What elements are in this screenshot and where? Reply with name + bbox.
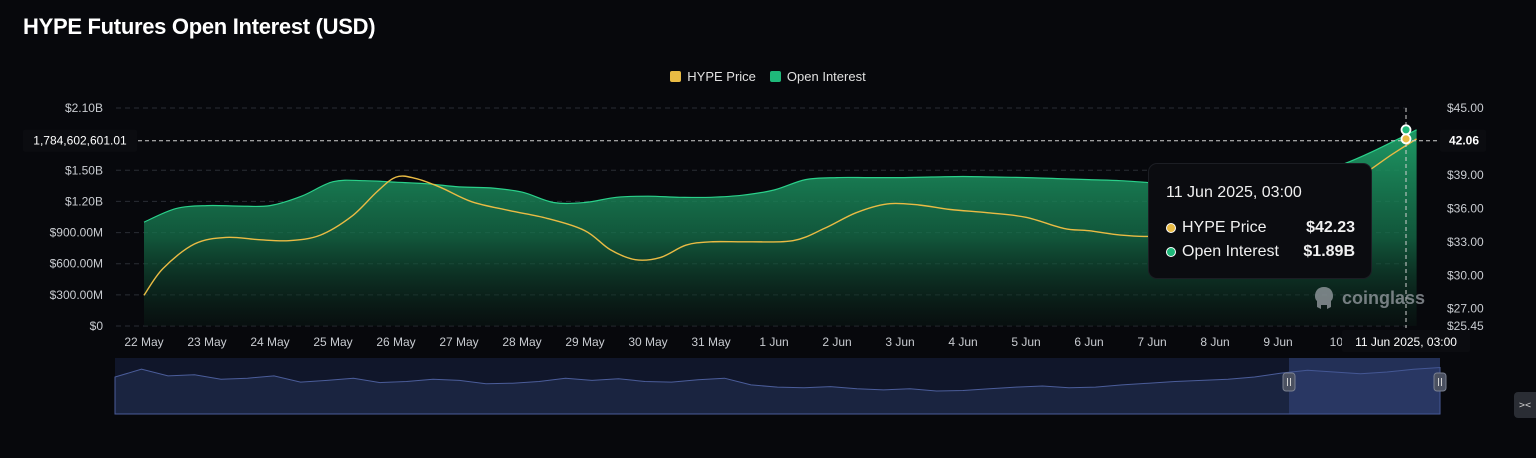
left-axis-tick-label: $600.00M (50, 257, 103, 271)
tooltip-value: $42.23 (1306, 219, 1355, 236)
legend-swatch-hype-price (670, 71, 682, 82)
tooltip-time: 11 Jun 2025, 03:00 (1166, 184, 1302, 201)
legend-item-hype-price[interactable]: HYPE Price (670, 69, 756, 84)
x-axis-tick-label: 7 Jun (1137, 335, 1166, 349)
navigator-series (114, 366, 1441, 415)
legend-label-open-interest: Open Interest (786, 69, 866, 84)
tooltip-row-open-interest: Open Interest $1.89B (1166, 243, 1355, 261)
tooltip: 11 Jun 2025, 03:00 HYPE Price $42.23 Ope… (1149, 164, 1371, 278)
crosshair: 1,784,602,601.01 42.06 11 Jun 2025, 03:00 (23, 108, 1486, 352)
tooltip-row-hype-price: HYPE Price $42.23 (1166, 219, 1355, 237)
left-axis-tick-label: $0 (90, 319, 104, 333)
axes: $0 $300.00M $600.00M $900.00M $1.20B $1.50B $2… (50, 101, 1484, 349)
tooltip-dot-icon (1166, 247, 1176, 257)
x-axis-tick-label: 30 May (628, 335, 667, 349)
x-axis-tick-label: 2 Jun (822, 335, 851, 349)
open-interest-marker (1400, 124, 1412, 136)
crosshair-right-value: 42.06 (1449, 134, 1479, 148)
right-axis-tick-label: $33.00 (1447, 235, 1484, 249)
hype-price-marker (1400, 133, 1412, 145)
left-axis-tick-label: $1.20B (65, 194, 103, 208)
navigator-right-handle[interactable] (1433, 372, 1447, 392)
right-axis-tick-label: $39.00 (1447, 168, 1484, 182)
x-axis-tick-label: 26 May (376, 335, 415, 349)
tooltip-dot-icon (1166, 223, 1176, 233)
right-axis-tick-label: $36.00 (1447, 201, 1484, 215)
navigator-selection (1289, 358, 1440, 414)
x-axis-tick-label: 28 May (502, 335, 541, 349)
x-axis-tick-label: 6 Jun (1074, 335, 1103, 349)
right-axis-tick-label: $30.00 (1447, 268, 1484, 282)
left-axis-tick-label: $900.00M (50, 226, 103, 240)
crosshair-left-value: 1,784,602,601.01 (33, 134, 127, 148)
crosshair-right-label-box (1440, 129, 1486, 152)
coinglass-watermark: coinglass (1312, 285, 1425, 311)
navigator[interactable] (114, 358, 1447, 415)
x-axis-tick-label: 24 May (250, 335, 289, 349)
right-axis-tick-label: $27.00 (1447, 302, 1484, 316)
watermark-text: coinglass (1342, 287, 1426, 308)
expand-toggle-button[interactable]: >< (1514, 392, 1536, 418)
x-axis-tick-label: 4 Jun (948, 335, 977, 349)
crosshair-left-label-box (23, 129, 137, 152)
x-axis-tick-label: 29 May (565, 335, 604, 349)
left-axis-tick-label: $300.00M (50, 288, 103, 302)
tooltip-label: Open Interest (1182, 243, 1279, 260)
tooltip-label: HYPE Price (1182, 219, 1267, 236)
crosshair-x-value: 11 Jun 2025, 03:00 (1355, 335, 1457, 349)
right-axis-tick-label: $45.00 (1447, 101, 1484, 115)
legend-item-open-interest[interactable]: Open Interest (769, 69, 866, 84)
tooltip-value: $1.89B (1303, 243, 1355, 260)
open-interest-area-fill (144, 129, 1417, 326)
left-axis-tick-label: $2.10B (65, 101, 103, 115)
left-axis-tick-label: $1.50B (65, 163, 103, 177)
right-axis-tick-label: $25.45 (1447, 319, 1484, 333)
x-axis-tick-label: 25 May (313, 335, 352, 349)
page-title: HYPE Futures Open Interest (USD) (23, 14, 376, 39)
legend-label-hype-price: HYPE Price (687, 69, 756, 84)
x-axis-tick-label: 1 Jun (759, 335, 788, 349)
navigator-left-handle[interactable] (1282, 372, 1296, 392)
crosshair-x-label-box (1342, 330, 1470, 352)
chart-legend: HYPE Price Open Interest (0, 69, 1536, 84)
x-axis-tick-label: 27 May (439, 335, 478, 349)
coinglass-logo-icon (1315, 287, 1333, 309)
x-axis-tick-label: 5 Jun (1011, 335, 1040, 349)
x-axis-tick-label: 23 May (187, 335, 226, 349)
x-axis-tick-label: 9 Jun (1263, 335, 1292, 349)
x-axis-tick-label: 8 Jun (1200, 335, 1229, 349)
x-axis-tick-label: 22 May (124, 335, 163, 349)
x-axis-tick-label: 31 May (691, 335, 730, 349)
legend-swatch-open-interest (769, 71, 781, 82)
x-axis-tick-label: 3 Jun (885, 335, 914, 349)
